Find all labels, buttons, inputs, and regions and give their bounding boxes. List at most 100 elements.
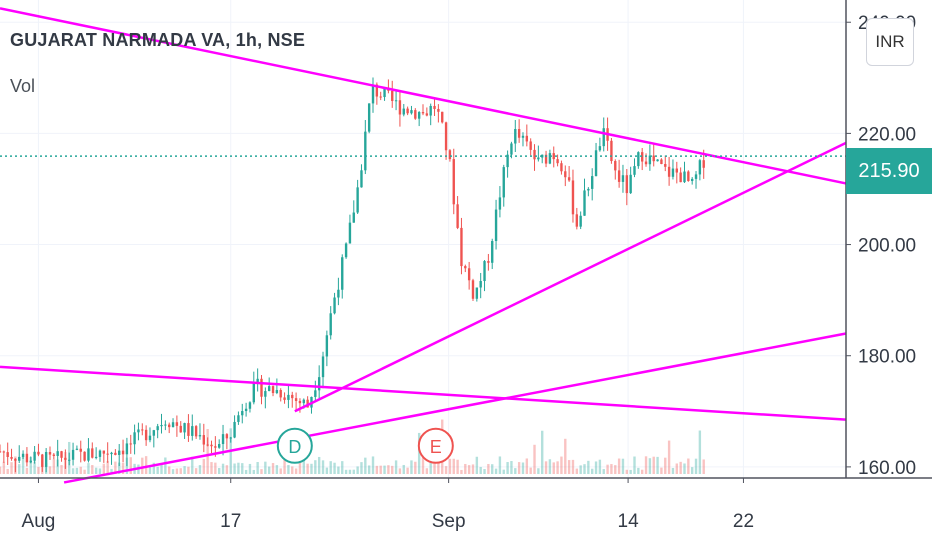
volume-bar <box>494 468 498 474</box>
volume-bar <box>594 461 598 474</box>
volume-bar <box>460 469 463 474</box>
candle-body <box>687 171 690 182</box>
volume-bar <box>302 459 305 474</box>
candle-body <box>68 459 71 461</box>
candle-body <box>333 297 336 314</box>
volume-bar <box>141 457 144 474</box>
trendline <box>63 332 847 484</box>
volume-bar <box>444 466 448 474</box>
volume-indicator-label[interactable]: Vol <box>10 76 36 96</box>
candle-body <box>510 143 513 155</box>
volume-bar <box>421 457 425 474</box>
volume-bar <box>221 463 225 474</box>
candle-body <box>206 444 209 446</box>
volume-bar <box>567 460 571 474</box>
volume-bar <box>237 462 240 474</box>
candle-body <box>241 411 244 416</box>
candle-body <box>517 129 521 138</box>
time-tick-label: 14 <box>618 511 640 532</box>
volume-bar <box>506 462 509 474</box>
volume-bar <box>621 458 625 474</box>
volume-bar <box>25 467 29 474</box>
candle-body <box>337 289 340 298</box>
candle-body <box>494 209 498 242</box>
volume-bar <box>317 456 321 474</box>
volume-bar <box>690 467 694 474</box>
candle-body <box>141 429 144 431</box>
volume-bar <box>294 468 298 474</box>
time-tick-label: 17 <box>220 511 241 532</box>
trendlines <box>0 7 847 484</box>
volume-bar <box>521 462 525 474</box>
currency-button[interactable]: INR <box>866 18 914 66</box>
candle-body <box>360 170 363 188</box>
candle-body <box>279 390 282 398</box>
volume-bar <box>271 463 275 474</box>
volume-bar <box>225 465 229 474</box>
candle-body <box>560 163 563 172</box>
event-marker-circle <box>417 427 454 464</box>
candle-body <box>275 390 279 394</box>
candle-body <box>690 178 694 182</box>
candle-body <box>575 214 579 227</box>
candle-body <box>133 432 136 445</box>
candle-body <box>675 168 678 173</box>
candle-body <box>287 394 290 400</box>
volume-bar <box>118 462 121 474</box>
candle-body <box>118 450 121 455</box>
volume-bar <box>602 469 605 474</box>
event-marker-label: E <box>430 437 442 457</box>
candle-body <box>660 159 663 164</box>
candle-body <box>21 453 25 457</box>
volume-bar <box>152 462 156 474</box>
volume-bar <box>106 461 109 474</box>
volume-bar <box>471 464 475 474</box>
candle-body <box>317 377 321 391</box>
volume-bar <box>398 468 402 474</box>
volume-bar <box>260 469 263 474</box>
volume-bar <box>267 466 271 474</box>
candle-body <box>617 170 621 182</box>
candle-body <box>171 422 175 428</box>
candle-body <box>75 448 79 450</box>
volume-bar <box>648 458 652 474</box>
candle-body <box>294 398 298 401</box>
volume-bar <box>606 464 609 474</box>
volume-bar <box>214 462 217 474</box>
price-tick-label: 180.00 <box>858 347 916 368</box>
candle-body <box>221 434 225 445</box>
volume-bar <box>598 459 602 474</box>
volume-bar <box>640 469 644 474</box>
candle-body <box>410 110 413 114</box>
volume-bar <box>91 465 94 474</box>
candle-body <box>514 129 517 144</box>
candle-body <box>48 452 52 455</box>
volume-bar <box>417 432 421 474</box>
candle-body <box>348 222 352 244</box>
volume-bar <box>264 461 267 474</box>
candle-body <box>87 448 90 461</box>
candle-body <box>475 287 479 299</box>
candle-body <box>344 243 348 258</box>
candle-body <box>564 171 567 178</box>
volume-bar <box>533 444 536 474</box>
volume-bar <box>191 456 194 474</box>
volume-bar <box>18 464 21 474</box>
volume-bar <box>360 462 363 474</box>
volume-bar <box>79 466 82 474</box>
volume-bar <box>94 467 98 474</box>
volume-bar <box>502 469 505 474</box>
candle-body <box>129 443 132 445</box>
candle-body <box>325 335 329 357</box>
candle-body <box>498 197 502 210</box>
candle-body <box>556 159 559 164</box>
candle-body <box>233 421 236 438</box>
volume-bar <box>560 456 563 474</box>
candle-body <box>183 423 186 433</box>
volume-bar <box>83 469 86 474</box>
candle-body <box>602 128 605 147</box>
volume-bar <box>233 463 236 474</box>
volume-bar <box>379 465 382 474</box>
volume-bar <box>321 460 325 474</box>
